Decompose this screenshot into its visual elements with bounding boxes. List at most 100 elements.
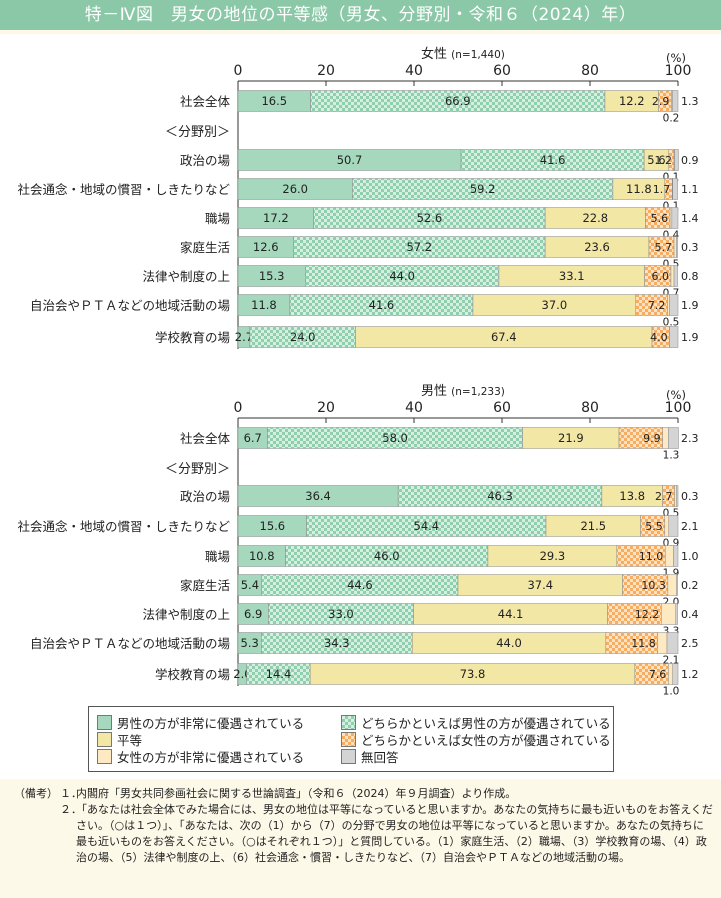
notes: （備考） １． 内閣府「男女共同参画社会に関する世論調査」（令和６（2024）年… bbox=[14, 786, 714, 866]
bar-segment bbox=[673, 545, 679, 567]
data-label: 34.3 bbox=[324, 636, 350, 650]
data-label: 37.0 bbox=[542, 298, 568, 312]
data-label-small: 0.2 bbox=[663, 113, 680, 125]
data-label: 59.2 bbox=[470, 182, 496, 196]
category-label: 自治会やＰＴＡなどの地域活動の場 bbox=[30, 298, 230, 313]
category-label: 職場 bbox=[205, 549, 230, 564]
data-label: 5.3 bbox=[241, 636, 259, 650]
category-label: 家庭生活 bbox=[180, 578, 230, 593]
panel-1: 女性 (n=1,440) (%) 0 20 40 60 80 100 ＜分野別＞ 社会全体 16.5 6… bbox=[17, 46, 699, 349]
figure-title: 特－Ⅳ図 男女の地位の平等感（男女、分野別・令和６（2024）年） bbox=[0, 0, 721, 30]
legend-swatch-4 bbox=[341, 732, 356, 747]
tick-label: 100 bbox=[665, 400, 692, 416]
data-label: 13.8 bbox=[619, 489, 645, 503]
category-label: 職場 bbox=[205, 211, 230, 226]
data-label-small: 1.0 bbox=[663, 686, 680, 698]
category-label: 家庭生活 bbox=[180, 240, 230, 255]
data-label: 4.0 bbox=[650, 331, 668, 344]
panel-n-label: (n=1,440) bbox=[451, 49, 505, 61]
data-label-noanswer: 0.2 bbox=[681, 579, 699, 592]
data-label: 6.9 bbox=[244, 607, 262, 621]
bar-segment bbox=[670, 265, 675, 287]
data-label: 44.0 bbox=[389, 269, 415, 283]
data-label: 46.3 bbox=[487, 489, 513, 503]
data-label: 5.6 bbox=[651, 212, 669, 225]
data-label: 44.0 bbox=[496, 636, 522, 650]
data-label: 73.8 bbox=[460, 667, 486, 681]
data-label: 7.2 bbox=[648, 299, 666, 312]
data-label-noanswer: 1.2 bbox=[681, 668, 699, 681]
data-label: 2.9 bbox=[652, 95, 670, 108]
data-label: 11.0 bbox=[639, 550, 664, 563]
bar-segment bbox=[667, 294, 670, 316]
data-label-small: 1.3 bbox=[663, 450, 680, 462]
data-label: 5.7 bbox=[655, 241, 673, 254]
data-label-noanswer: 0.4 bbox=[681, 608, 699, 621]
tick-label: 20 bbox=[317, 400, 335, 416]
bar-segment bbox=[675, 236, 678, 258]
bar-segment bbox=[674, 149, 679, 171]
panel-2: 男性 (n=1,233) (%) 0 20 40 60 80 100 ＜分野別＞ 社会全体 6.7 58… bbox=[17, 384, 698, 698]
tick-label: 0 bbox=[234, 400, 243, 416]
legend-item-4: どちらかといえば女性の方が優遇されている bbox=[341, 732, 611, 750]
tick-label: 80 bbox=[581, 400, 599, 416]
data-label: 33.1 bbox=[559, 269, 585, 283]
legend-item-2: どちらかといえば男性の方が優遇されている bbox=[341, 715, 611, 733]
note-2-text: 「あなたは社会全体でみた場合には、男女の地位は平等になっていると思いますか。あな… bbox=[76, 803, 713, 864]
legend: 男性の方が非常に優遇されている どちらかといえば男性の方が優遇されている 平等 … bbox=[88, 706, 614, 772]
chart-plots: 女性 (n=1,440) (%) 0 20 40 60 80 100 ＜分野別＞ 社会全体 16.5 6… bbox=[17, 46, 698, 698]
bar-segment bbox=[672, 663, 679, 685]
note-2-number: ２． bbox=[60, 803, 82, 816]
tick-label: 40 bbox=[405, 400, 423, 416]
bar-segment bbox=[668, 663, 673, 685]
data-label: 16.5 bbox=[261, 94, 287, 108]
tick-label: 60 bbox=[493, 400, 511, 416]
data-label: 66.9 bbox=[445, 94, 471, 108]
data-label: 50.7 bbox=[337, 153, 363, 167]
panel-n-label: (n=1,233) bbox=[451, 386, 505, 398]
data-label: 26.0 bbox=[282, 182, 308, 196]
data-label: 17.2 bbox=[263, 211, 289, 225]
bar-segment bbox=[674, 485, 677, 507]
bar-segment bbox=[669, 326, 679, 348]
data-label: 1.7 bbox=[653, 183, 671, 196]
panel-title: 男性 bbox=[421, 384, 447, 399]
unit-label: (%) bbox=[666, 388, 686, 402]
bar-segment bbox=[664, 515, 670, 537]
unit-label: (%) bbox=[666, 51, 686, 65]
bar-segment bbox=[675, 603, 678, 625]
bar-segment bbox=[672, 90, 679, 112]
data-label: 7.6 bbox=[649, 668, 667, 681]
legend-label-5: 女性の方が非常に優遇されている bbox=[117, 750, 305, 765]
legend-item-3: 平等 bbox=[97, 732, 142, 750]
data-label: 33.0 bbox=[328, 607, 354, 621]
legend-swatch-2 bbox=[341, 715, 356, 730]
notes-label: （備考） bbox=[14, 787, 58, 800]
tick-label: 40 bbox=[405, 63, 423, 79]
legend-swatch-6 bbox=[341, 749, 356, 764]
bar-segment bbox=[657, 632, 668, 654]
category-label: 自治会やＰＴＡなどの地域活動の場 bbox=[30, 636, 230, 651]
legend-item-6: 無回答 bbox=[341, 749, 399, 767]
data-label: 9.9 bbox=[643, 432, 661, 445]
data-label: 1.2 bbox=[655, 154, 673, 167]
data-label: 12.2 bbox=[619, 94, 645, 108]
data-label: 37.4 bbox=[527, 578, 553, 592]
data-label: 58.0 bbox=[382, 431, 408, 445]
data-label: 46.0 bbox=[374, 549, 400, 563]
data-label: 11.8 bbox=[251, 298, 277, 312]
data-label: 5.4 bbox=[241, 578, 259, 592]
data-label-small: 0.5 bbox=[663, 317, 680, 329]
legend-item-5: 女性の方が非常に優遇されている bbox=[97, 749, 304, 767]
note-1: （備考） １． 内閣府「男女共同参画社会に関する世論調査」（令和６（2024）年… bbox=[14, 786, 714, 802]
data-label: 24.0 bbox=[290, 330, 316, 344]
category-label: 政治の場 bbox=[180, 489, 230, 504]
group-label: ＜分野別＞ bbox=[165, 125, 230, 140]
data-label: 12.6 bbox=[253, 240, 279, 254]
data-label-noanswer: 2.3 bbox=[681, 432, 699, 445]
data-label-noanswer: 2.5 bbox=[681, 637, 699, 650]
data-label: 41.6 bbox=[540, 153, 566, 167]
data-label: 6.7 bbox=[244, 431, 262, 445]
bar-segment bbox=[673, 265, 678, 287]
legend-swatch-1 bbox=[97, 715, 112, 730]
